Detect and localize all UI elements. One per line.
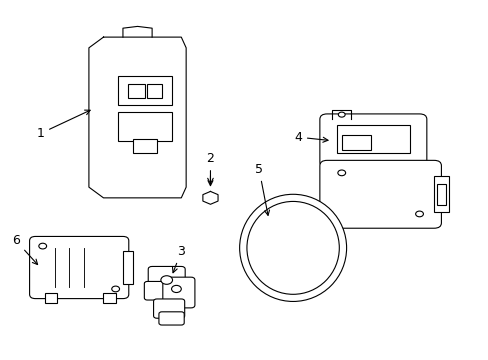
FancyBboxPatch shape (319, 114, 426, 167)
FancyBboxPatch shape (148, 266, 185, 290)
Bar (118, 112, 171, 141)
FancyBboxPatch shape (153, 299, 184, 318)
Bar (433, 176, 448, 212)
Circle shape (206, 195, 214, 201)
FancyBboxPatch shape (30, 237, 128, 298)
Ellipse shape (239, 194, 346, 301)
Bar (127, 84, 144, 98)
Circle shape (302, 276, 312, 284)
Text: 6: 6 (12, 234, 38, 265)
Bar (147, 84, 162, 98)
Text: 5: 5 (255, 163, 269, 215)
Polygon shape (203, 192, 218, 204)
Bar (122, 251, 132, 284)
Bar (278, 223, 284, 234)
Ellipse shape (246, 202, 339, 294)
Circle shape (39, 243, 46, 249)
Text: 1: 1 (36, 110, 90, 140)
Circle shape (161, 276, 172, 284)
Circle shape (158, 88, 165, 94)
Circle shape (299, 219, 310, 227)
Circle shape (141, 166, 148, 172)
Circle shape (112, 286, 119, 292)
Bar (45, 293, 57, 303)
Bar (132, 139, 157, 153)
Bar (336, 125, 409, 153)
Bar (341, 135, 370, 150)
Circle shape (171, 285, 181, 293)
FancyBboxPatch shape (163, 277, 195, 308)
Circle shape (337, 170, 345, 176)
Circle shape (275, 219, 286, 227)
Circle shape (338, 112, 345, 117)
FancyBboxPatch shape (319, 160, 441, 228)
Text: 4: 4 (293, 131, 327, 144)
Circle shape (136, 140, 153, 153)
Bar (103, 293, 116, 303)
Circle shape (273, 276, 283, 284)
Polygon shape (89, 37, 186, 198)
Text: 3: 3 (172, 245, 185, 273)
FancyBboxPatch shape (159, 312, 184, 325)
Text: 2: 2 (206, 152, 214, 186)
Bar (302, 223, 307, 234)
FancyBboxPatch shape (107, 54, 182, 181)
Circle shape (415, 211, 423, 217)
Bar (118, 76, 171, 105)
FancyBboxPatch shape (144, 282, 169, 300)
Bar (436, 184, 446, 205)
